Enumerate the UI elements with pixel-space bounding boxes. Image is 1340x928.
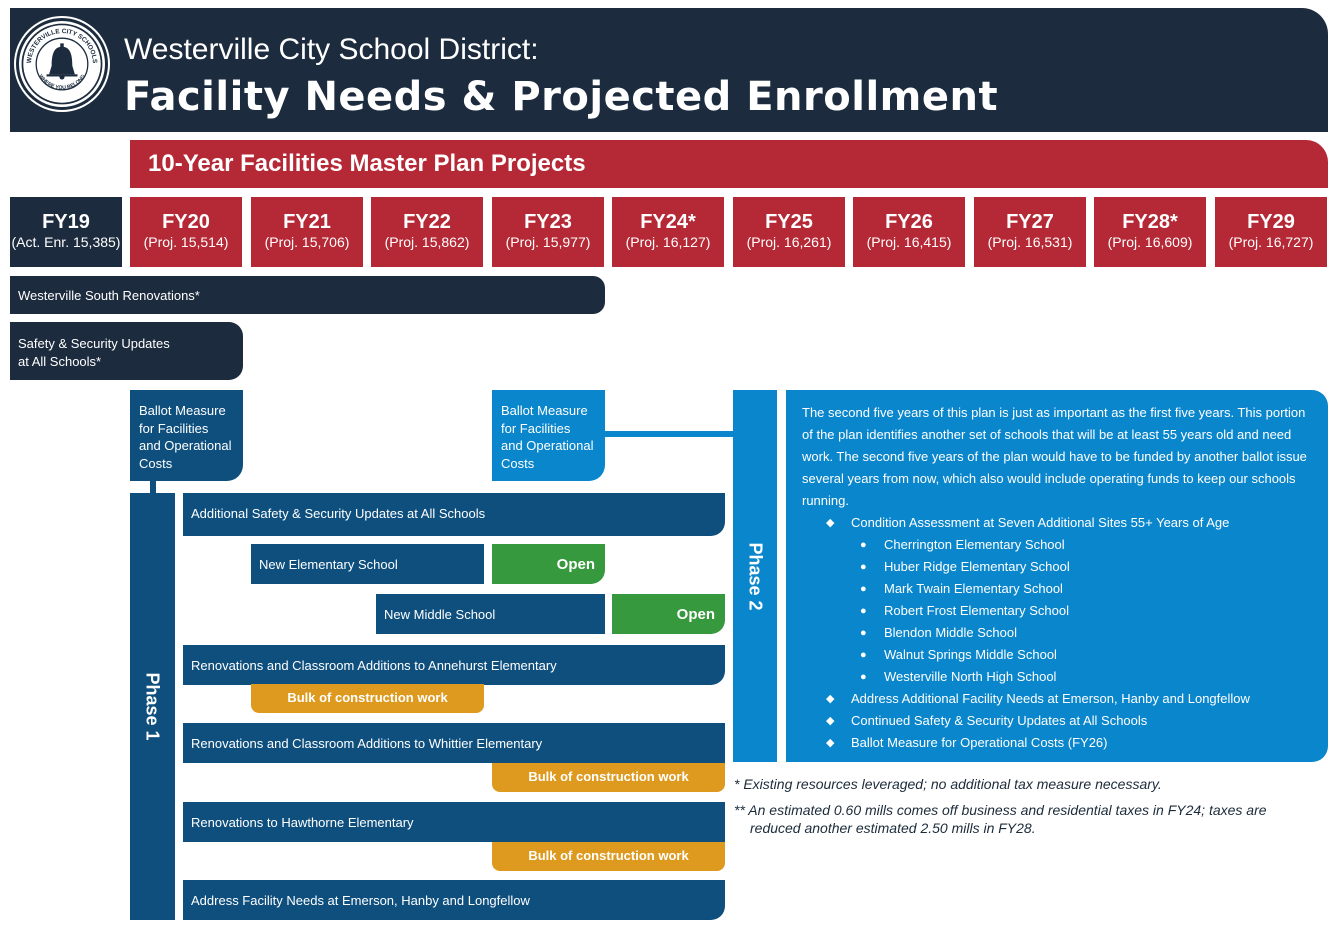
year-enrollment: (Proj. 15,977) xyxy=(505,234,591,250)
year-label: FY19 xyxy=(42,211,90,233)
school-item: Robert Frost Elementary School xyxy=(802,600,1312,622)
ballot-line: for Facilities xyxy=(501,420,571,436)
master-plan-banner: 10-Year Facilities Master Plan Projects xyxy=(130,140,1328,188)
phase2-intro: The second five years of this plan is ju… xyxy=(802,405,1307,508)
phase1-column: Phase 1 xyxy=(130,493,175,920)
new-elementary-open: Open xyxy=(492,544,605,584)
year-fy27: FY27 (Proj. 16,531) xyxy=(974,197,1086,267)
emerson-bar: Address Facility Needs at Emerson, Hanby… xyxy=(183,880,725,920)
year-label: FY29 xyxy=(1247,211,1295,233)
district-logo: WESTERVILLE CITY SCHOOLS WHERE YOU BELON… xyxy=(16,18,108,110)
year-fy23: FY23 (Proj. 15,977) xyxy=(492,197,604,267)
ballot2-connector xyxy=(605,431,733,437)
ballot-line: Ballot Measure xyxy=(501,403,588,418)
ballot-line: and Operational xyxy=(501,438,594,453)
year-label: FY24* xyxy=(640,211,696,233)
ballot-line: and Operational xyxy=(139,438,232,453)
school-item: Westerville North High School xyxy=(802,666,1312,688)
year-enrollment: (Act. Enr. 15,385) xyxy=(11,234,121,250)
year-label: FY20 xyxy=(162,211,210,233)
year-fy22: FY22 (Proj. 15,862) xyxy=(371,197,483,267)
new-elementary-bar: New Elementary School xyxy=(251,544,484,584)
year-label: FY28* xyxy=(1122,211,1178,233)
year-fy25: FY25 (Proj. 16,261) xyxy=(733,197,845,267)
year-fy28: FY28* (Proj. 16,609) xyxy=(1094,197,1206,267)
phase2-list: Condition Assessment at Seven Additional… xyxy=(802,512,1312,754)
ballot-operational-item: Ballot Measure for Operational Costs (FY… xyxy=(802,732,1312,754)
year-enrollment: (Proj. 16,609) xyxy=(1107,234,1193,250)
year-fy21: FY21 (Proj. 15,706) xyxy=(251,197,363,267)
additional-safety-bar: Additional Safety & Security Updates at … xyxy=(183,493,725,536)
year-enrollment: (Proj. 16,127) xyxy=(625,234,711,250)
year-enrollment: (Proj. 16,531) xyxy=(987,234,1073,250)
hawthorne-construction: Bulk of construction work xyxy=(492,842,725,871)
year-enrollment: (Proj. 16,727) xyxy=(1228,234,1314,250)
year-enrollment: (Proj. 15,706) xyxy=(264,234,350,250)
annehurst-construction: Bulk of construction work xyxy=(251,684,484,713)
footnote-1: * Existing resources leveraged; no addit… xyxy=(734,776,1162,792)
year-fy26: FY26 (Proj. 16,415) xyxy=(853,197,965,267)
school-item: Huber Ridge Elementary School xyxy=(802,556,1312,578)
ballot1-connector xyxy=(150,481,156,493)
year-fy24: FY24* (Proj. 16,127) xyxy=(612,197,724,267)
school-item: Mark Twain Elementary School xyxy=(802,578,1312,600)
footnote-2-line1: ** An estimated 0.60 mills comes off bus… xyxy=(734,802,1267,818)
annehurst-bar: Renovations and Classroom Additions to A… xyxy=(183,645,725,685)
ballot-line: Ballot Measure xyxy=(139,403,226,418)
whittier-construction: Bulk of construction work xyxy=(492,763,725,792)
safety-line2: at All Schools* xyxy=(18,354,102,369)
phase2-description-panel: The second five years of this plan is ju… xyxy=(786,390,1328,762)
year-label: FY26 xyxy=(885,211,933,233)
new-middle-bar: New Middle School xyxy=(376,594,605,634)
year-label: FY23 xyxy=(524,211,572,233)
year-label: FY25 xyxy=(765,211,813,233)
year-enrollment: (Proj. 16,415) xyxy=(866,234,952,250)
year-label: FY22 xyxy=(403,211,451,233)
bell-icon: WESTERVILLE CITY SCHOOLS WHERE YOU BELON… xyxy=(21,23,103,105)
year-enrollment: (Proj. 16,261) xyxy=(746,234,832,250)
phase2-column: Phase 2 xyxy=(733,390,777,762)
year-fy29: FY29 (Proj. 16,727) xyxy=(1215,197,1327,267)
ballot-measure-1: Ballot Measure for Facilities and Operat… xyxy=(130,390,243,481)
hawthorne-bar: Renovations to Hawthorne Elementary xyxy=(183,802,725,842)
safety-updates-bar: Safety & Security Updates at All Schools… xyxy=(10,322,243,380)
ballot-measure-2: Ballot Measure for Facilities and Operat… xyxy=(492,390,605,481)
ballot-line: Costs xyxy=(501,455,535,471)
year-label: FY21 xyxy=(283,211,331,233)
title-district: Westerville City School District: xyxy=(124,33,539,66)
phase1-label: Phase 1 xyxy=(142,672,163,741)
year-label: FY27 xyxy=(1006,211,1054,233)
year-fy20: FY20 (Proj. 15,514) xyxy=(130,197,242,267)
year-enrollment: (Proj. 15,514) xyxy=(143,234,229,250)
ballot-line: for Facilities xyxy=(139,420,209,436)
facility-needs-item: Address Additional Facility Needs at Eme… xyxy=(802,688,1312,710)
school-item: Walnut Springs Middle School xyxy=(802,644,1312,666)
new-middle-open: Open xyxy=(612,594,725,634)
header-banner xyxy=(10,8,1328,132)
south-renovations-bar: Westerville South Renovations* xyxy=(10,276,605,314)
year-fy19: FY19 (Act. Enr. 15,385) xyxy=(10,197,122,267)
school-item: Blendon Middle School xyxy=(802,622,1312,644)
phase2-label: Phase 2 xyxy=(745,542,766,611)
condition-assessment-item: Condition Assessment at Seven Additional… xyxy=(802,512,1312,534)
year-enrollment: (Proj. 15,862) xyxy=(384,234,470,250)
footnote-2-line2: reduced another estimated 2.50 mills in … xyxy=(750,820,1036,836)
ballot-line: Costs xyxy=(139,455,173,471)
page-title: Facility Needs & Projected Enrollment xyxy=(124,74,999,120)
safety-updates-item: Continued Safety & Security Updates at A… xyxy=(802,710,1312,732)
whittier-bar: Renovations and Classroom Additions to W… xyxy=(183,723,725,763)
school-item: Cherrington Elementary School xyxy=(802,534,1312,556)
safety-line1: Safety & Security Updates xyxy=(18,336,170,351)
